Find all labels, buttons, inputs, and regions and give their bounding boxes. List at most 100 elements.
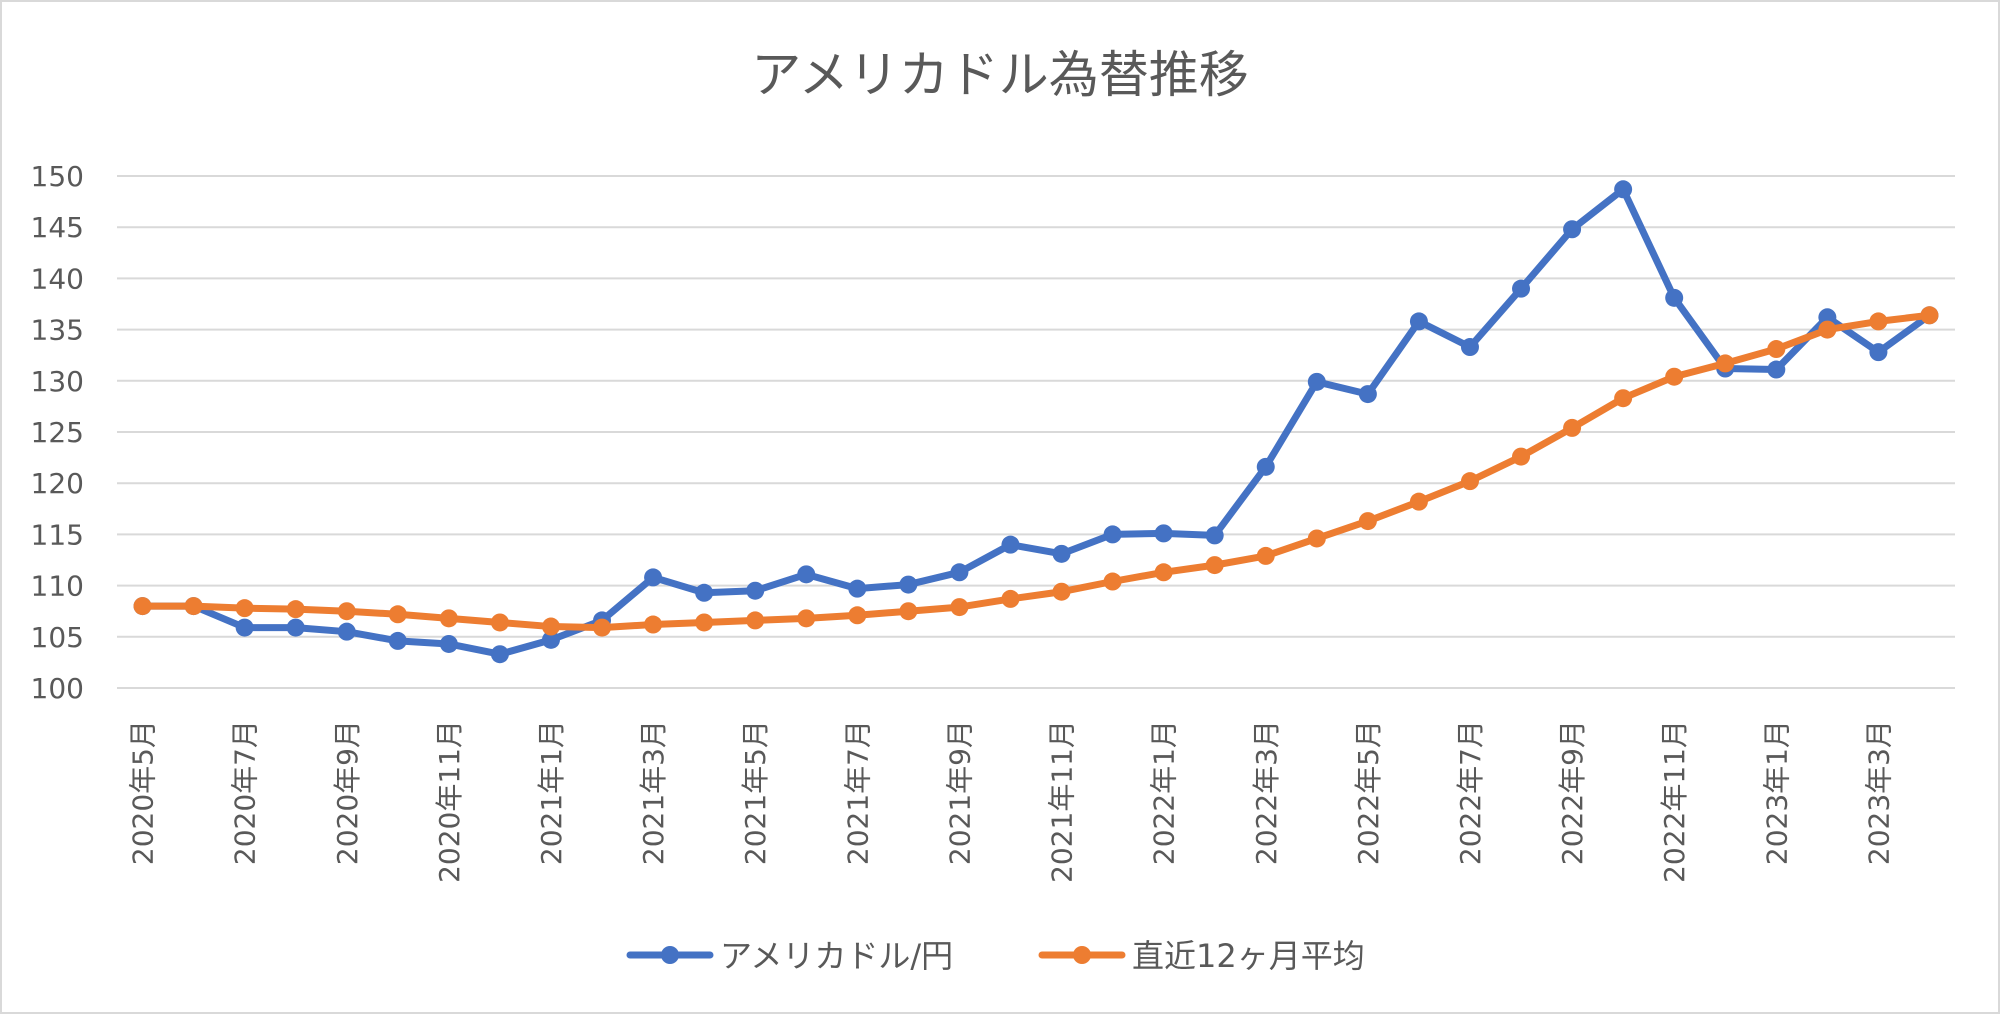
data-point[interactable] (644, 568, 663, 587)
data-point[interactable] (541, 617, 560, 636)
data-point[interactable] (388, 631, 407, 650)
data-point[interactable] (695, 613, 714, 632)
data-point[interactable] (1512, 279, 1531, 298)
legend: アメリカドル/円 直近12ヶ月平均 (626, 937, 1365, 975)
data-point[interactable] (286, 618, 305, 637)
data-point[interactable] (1614, 389, 1633, 408)
data-point[interactable] (388, 605, 407, 624)
data-point[interactable] (1665, 367, 1684, 386)
data-point[interactable] (1205, 556, 1224, 575)
data-point[interactable] (1512, 447, 1531, 466)
legend-item-usd-jpy[interactable]: アメリカドル/円 (626, 937, 953, 975)
data-point[interactable] (133, 597, 152, 616)
data-point[interactable] (1716, 354, 1735, 373)
legend-swatch-marker (1073, 946, 1091, 964)
gridlines (117, 175, 1955, 689)
y-tick-label: 150 (31, 160, 84, 193)
data-point[interactable] (490, 645, 509, 664)
data-point[interactable] (1409, 492, 1428, 511)
x-tick-label: 2021年9月 (943, 720, 976, 865)
data-point[interactable] (746, 611, 765, 630)
data-point[interactable] (1563, 418, 1582, 437)
data-point[interactable] (1563, 220, 1582, 239)
x-tick-label: 2021年1月 (535, 720, 568, 865)
y-tick-label: 125 (31, 416, 84, 449)
data-point[interactable] (899, 575, 918, 594)
y-tick-label: 145 (31, 211, 84, 244)
x-tick-label: 2020年7月 (229, 720, 262, 865)
data-point[interactable] (235, 599, 254, 618)
data-point[interactable] (1103, 572, 1122, 591)
data-point[interactable] (1205, 526, 1224, 545)
data-point[interactable] (1103, 525, 1122, 544)
data-point[interactable] (1256, 457, 1275, 476)
data-point[interactable] (1818, 320, 1837, 339)
data-point[interactable] (797, 565, 816, 584)
data-point[interactable] (899, 602, 918, 621)
data-point[interactable] (439, 609, 458, 628)
x-tick-label: 2020年9月 (331, 720, 364, 865)
data-point[interactable] (1869, 343, 1888, 362)
y-tick-label: 105 (31, 621, 84, 654)
series-12-month-average (133, 306, 1939, 637)
x-tick-label: 2023年1月 (1760, 720, 1793, 865)
data-point[interactable] (1869, 312, 1888, 331)
x-axis-ticks: 2020年5月 2020年7月 2020年9月 2020年11月 2021年1月 2021… (127, 720, 1896, 883)
y-tick-label: 115 (31, 518, 84, 551)
x-tick-label: 2022年3月 (1250, 720, 1283, 865)
data-point[interactable] (1767, 340, 1786, 359)
y-tick-label: 120 (31, 467, 84, 500)
data-point[interactable] (695, 583, 714, 602)
data-point[interactable] (1001, 535, 1020, 554)
data-point[interactable] (950, 563, 969, 582)
data-point[interactable] (1052, 544, 1071, 563)
data-point[interactable] (1307, 372, 1326, 391)
data-point[interactable] (1358, 512, 1377, 531)
x-tick-label: 2023年3月 (1862, 720, 1895, 865)
data-point[interactable] (1460, 338, 1479, 357)
y-tick-label: 110 (31, 570, 84, 603)
series-usd-jpy (133, 180, 1939, 664)
data-point[interactable] (746, 581, 765, 600)
data-point[interactable] (1001, 589, 1020, 608)
data-point[interactable] (235, 618, 254, 637)
data-point[interactable] (1460, 472, 1479, 491)
y-tick-label: 140 (31, 262, 84, 295)
data-point[interactable] (490, 613, 509, 632)
x-tick-label: 2022年5月 (1352, 720, 1385, 865)
data-point[interactable] (1920, 306, 1939, 325)
data-point[interactable] (1052, 582, 1071, 601)
data-point[interactable] (1154, 563, 1173, 582)
data-point[interactable] (848, 579, 867, 598)
legend-swatch-marker (661, 946, 679, 964)
data-point[interactable] (950, 598, 969, 617)
y-tick-label: 130 (31, 365, 84, 398)
y-axis-ticks: 100 105 110 115 120 125 130 135 140 145 150 (31, 160, 84, 705)
data-point[interactable] (1307, 529, 1326, 548)
legend-item-12-month-average[interactable]: 直近12ヶ月平均 (1038, 937, 1365, 975)
data-point[interactable] (439, 634, 458, 653)
x-tick-label: 2022年7月 (1454, 720, 1487, 865)
data-point[interactable] (1358, 385, 1377, 404)
data-point[interactable] (1665, 288, 1684, 307)
data-point[interactable] (593, 618, 612, 637)
x-tick-label: 2022年9月 (1556, 720, 1589, 865)
data-point[interactable] (286, 600, 305, 619)
y-tick-label: 100 (31, 672, 84, 705)
data-point[interactable] (184, 597, 203, 616)
data-point[interactable] (1767, 360, 1786, 379)
data-point[interactable] (337, 622, 356, 641)
data-point[interactable] (644, 615, 663, 634)
series-lines (133, 180, 1939, 664)
legend-label: 直近12ヶ月平均 (1132, 937, 1365, 975)
x-tick-label: 2022年11月 (1658, 720, 1691, 883)
data-point[interactable] (1614, 180, 1633, 199)
x-tick-label: 2021年3月 (637, 720, 670, 865)
data-point[interactable] (797, 609, 816, 628)
data-point[interactable] (337, 602, 356, 621)
data-point[interactable] (541, 630, 560, 649)
data-point[interactable] (1409, 312, 1428, 331)
data-point[interactable] (1256, 546, 1275, 565)
data-point[interactable] (1154, 524, 1173, 543)
data-point[interactable] (848, 606, 867, 625)
